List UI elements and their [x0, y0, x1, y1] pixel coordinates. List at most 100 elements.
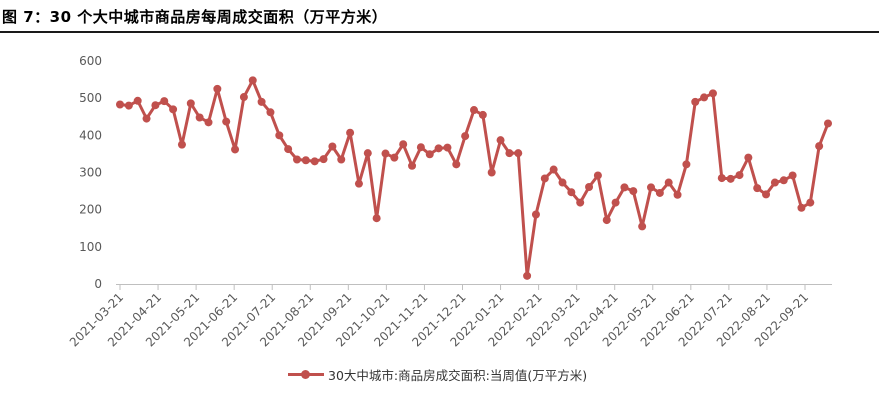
data-point: [762, 190, 771, 199]
series-points: [116, 76, 832, 280]
data-point: [593, 171, 602, 180]
data-point: [408, 161, 417, 170]
data-point: [620, 183, 629, 192]
y-tick-label: 500: [79, 91, 102, 105]
data-point: [770, 178, 779, 187]
data-point: [717, 174, 726, 183]
data-point: [257, 97, 266, 106]
data-point: [779, 176, 788, 185]
data-point: [434, 144, 443, 153]
legend: 30大中城市:商品房成交面积:当周值(万平方米): [288, 365, 587, 383]
data-point: [655, 188, 664, 197]
data-point: [142, 114, 151, 123]
data-point: [523, 271, 532, 280]
data-point: [585, 182, 594, 191]
data-point: [186, 99, 195, 108]
data-point: [629, 187, 638, 196]
data-point: [824, 119, 832, 128]
data-point: [231, 145, 240, 154]
x-axis-labels: 2021-03-212021-04-212021-05-212021-06-21…: [67, 290, 811, 349]
data-point: [133, 96, 142, 105]
data-point: [726, 174, 735, 183]
data-point: [239, 93, 248, 102]
y-tick-label: 200: [79, 203, 102, 217]
data-point: [478, 110, 487, 119]
data-point: [567, 188, 576, 197]
data-point: [399, 140, 408, 149]
data-point: [470, 106, 478, 115]
data-point: [363, 149, 372, 158]
data-point: [735, 171, 744, 180]
data-point: [682, 160, 691, 169]
data-point: [284, 145, 293, 154]
data-point: [549, 165, 558, 174]
data-point: [222, 117, 231, 126]
data-point: [443, 143, 452, 152]
y-tick-label: 400: [79, 128, 102, 142]
data-point: [275, 131, 284, 140]
figure-header: 图 7：30 个大中城市商品房每周成交面积（万平方米）: [0, 0, 879, 34]
data-point: [815, 142, 824, 151]
data-point: [116, 100, 124, 109]
data-point: [700, 93, 709, 102]
data-point: [673, 190, 682, 199]
data-point: [647, 183, 655, 192]
data-point: [319, 155, 328, 164]
figure-title: 图 7：30 个大中城市商品房每周成交面积（万平方米）: [2, 8, 388, 26]
data-point: [664, 178, 673, 187]
data-point: [213, 84, 222, 93]
data-point: [337, 155, 346, 164]
data-point: [558, 178, 567, 187]
data-point: [328, 142, 337, 151]
data-point: [797, 203, 806, 212]
data-point: [266, 108, 275, 117]
data-point: [381, 149, 390, 158]
data-point: [602, 216, 611, 225]
legend-swatch: [288, 365, 324, 383]
data-point: [124, 101, 133, 110]
data-point: [151, 101, 160, 110]
y-tick-label: 0: [94, 277, 102, 291]
data-point: [753, 184, 762, 193]
data-point: [505, 149, 514, 158]
data-point: [531, 210, 540, 219]
data-point: [354, 179, 363, 188]
data-point: [540, 174, 549, 183]
data-point: [390, 153, 399, 162]
data-point: [638, 222, 647, 231]
data-point: [177, 140, 186, 149]
y-tick-label: 600: [79, 54, 102, 68]
data-point: [169, 105, 178, 114]
data-point: [708, 89, 717, 98]
data-point: [416, 143, 425, 152]
data-point: [195, 113, 204, 122]
data-point: [487, 168, 496, 177]
data-point: [806, 198, 815, 207]
data-point: [425, 150, 434, 159]
x-axis-ticks: [119, 284, 806, 290]
data-point: [204, 118, 213, 127]
data-point: [496, 136, 505, 145]
data-point: [576, 198, 585, 207]
data-point: [160, 97, 169, 106]
data-point: [346, 128, 355, 137]
data-point: [452, 160, 461, 169]
data-point: [744, 153, 753, 162]
data-point: [372, 214, 381, 223]
y-tick-label: 300: [79, 166, 102, 180]
data-point: [301, 156, 310, 165]
data-point: [248, 76, 257, 85]
data-point: [461, 132, 470, 141]
data-point: [788, 171, 797, 180]
y-tick-label: 100: [79, 240, 102, 254]
legend-label: 30大中城市:商品房成交面积:当周值(万平方米): [328, 367, 588, 383]
title-rule: [0, 31, 879, 33]
data-point: [611, 198, 620, 207]
data-point: [293, 155, 301, 164]
legend-marker: [301, 370, 310, 379]
data-point: [691, 97, 700, 106]
data-point: [310, 157, 319, 166]
y-axis: 0 100 200 300 400 500 600: [79, 54, 102, 291]
data-point: [514, 149, 523, 158]
